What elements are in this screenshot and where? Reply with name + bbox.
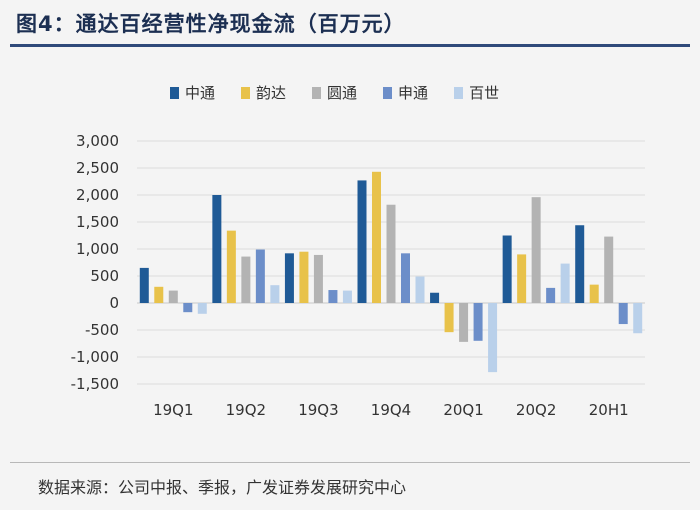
legend-item: 百世 — [454, 82, 499, 103]
legend-item: 申通 — [383, 82, 428, 103]
y-tick-label: 2,000 — [76, 186, 119, 204]
legend-swatch — [454, 86, 464, 99]
bar-5-19Q3 — [342, 290, 352, 303]
bar-2-19Q2 — [226, 230, 236, 303]
title-divider — [10, 44, 690, 47]
bar-2-20Q2 — [517, 254, 527, 303]
x-tick-label: 20Q1 — [443, 401, 483, 419]
bar-2-19Q1 — [154, 286, 164, 303]
bar-1-19Q1 — [139, 267, 149, 303]
bar-2-20Q1 — [444, 303, 454, 333]
bar-3-20Q1 — [459, 303, 469, 342]
x-tick-label: 19Q3 — [298, 401, 338, 419]
y-tick-label: 1,000 — [76, 240, 119, 258]
bar-4-20H1 — [618, 303, 628, 325]
bar-5-19Q1 — [197, 303, 207, 314]
x-tick-label: 20Q2 — [516, 401, 556, 419]
y-tick-label: 2,500 — [76, 159, 119, 177]
legend-label: 百世 — [469, 84, 500, 102]
bar-3-19Q4 — [386, 204, 396, 303]
legend-item: 圆通 — [312, 82, 357, 103]
x-tick-label: 19Q1 — [153, 401, 193, 419]
source-note: 数据来源：公司中报、季报，广发证券发展研究中心 — [38, 478, 407, 497]
legend-label: 申通 — [398, 84, 429, 102]
legend-swatch — [383, 86, 393, 99]
legend-swatch — [241, 86, 251, 99]
y-tick-label: -500 — [85, 321, 119, 339]
bar-2-19Q3 — [299, 251, 309, 303]
bar-5-20Q2 — [560, 263, 570, 303]
y-tick-label: -1,500 — [71, 375, 119, 393]
legend-swatch — [312, 86, 322, 99]
bar-3-20H1 — [604, 236, 614, 303]
legend-item: 中通 — [170, 82, 215, 103]
bar-3-19Q3 — [313, 254, 323, 303]
bar-3-19Q2 — [241, 256, 251, 303]
bar-2-20H1 — [589, 284, 599, 303]
y-tick-label: 1,500 — [76, 213, 119, 231]
bar-4-19Q4 — [401, 253, 410, 303]
legend-item: 韵达 — [241, 82, 286, 103]
x-tick-label: 19Q4 — [371, 401, 411, 419]
bar-1-19Q2 — [212, 195, 222, 303]
x-tick-label: 19Q2 — [226, 401, 266, 419]
y-tick-label: 0 — [109, 294, 119, 312]
bar-1-19Q3 — [284, 253, 294, 303]
bar-1-19Q4 — [357, 180, 367, 303]
bar-4-19Q3 — [328, 290, 338, 303]
legend-label: 韵达 — [256, 84, 287, 102]
bar-4-19Q2 — [255, 249, 265, 303]
bar-5-19Q2 — [270, 285, 280, 303]
bar-5-20Q1 — [488, 303, 498, 373]
bar-3-20Q2 — [531, 197, 541, 303]
y-tick-label: 500 — [90, 267, 119, 285]
chart-legend: 中通 韵达 圆通 申通 百世 — [170, 82, 499, 103]
bar-4-20Q2 — [546, 287, 556, 303]
bar-1-20Q1 — [430, 292, 440, 303]
legend-label: 中通 — [185, 84, 216, 102]
bar-5-20H1 — [633, 303, 643, 334]
bar-3-19Q1 — [168, 290, 178, 303]
bar-1-20Q2 — [502, 235, 512, 303]
chart-title: 图4：通达百经营性净现金流（百万元） — [16, 12, 406, 36]
y-tick-label: -1,000 — [71, 348, 119, 366]
bar-5-19Q4 — [415, 276, 425, 303]
bar-1-20H1 — [575, 225, 585, 303]
legend-label: 圆通 — [327, 84, 358, 102]
legend-swatch — [170, 86, 179, 99]
y-tick-label: 3,000 — [76, 132, 119, 150]
x-tick-label: 20H1 — [589, 401, 629, 419]
bar-2-19Q4 — [372, 171, 381, 303]
bar-4-19Q1 — [183, 303, 193, 313]
bar-4-20Q1 — [473, 303, 483, 341]
footer-divider — [10, 462, 690, 463]
